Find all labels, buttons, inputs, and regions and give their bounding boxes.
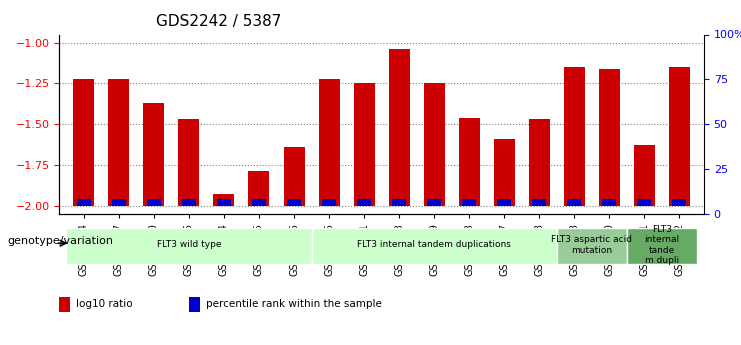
Bar <box>143 103 165 206</box>
Bar <box>497 199 511 206</box>
Text: log10 ratio: log10 ratio <box>76 299 133 309</box>
Text: GDS2242 / 5387: GDS2242 / 5387 <box>156 14 282 29</box>
Bar <box>147 199 161 206</box>
Bar <box>59 297 70 312</box>
Bar <box>568 199 582 206</box>
Bar <box>322 199 336 206</box>
Bar <box>427 199 441 206</box>
Bar <box>353 83 375 206</box>
Bar <box>319 79 339 206</box>
Text: FLT3 wild type: FLT3 wild type <box>156 240 221 249</box>
Bar <box>73 79 94 206</box>
Bar <box>602 199 617 206</box>
Bar <box>672 199 686 206</box>
Bar <box>564 67 585 206</box>
Bar <box>529 119 550 206</box>
Bar <box>392 199 406 206</box>
Bar <box>252 199 266 206</box>
Bar <box>108 79 130 206</box>
Text: FLT3 internal tandem duplications: FLT3 internal tandem duplications <box>357 240 511 249</box>
Bar <box>189 297 200 312</box>
Text: genotype/variation: genotype/variation <box>7 237 113 246</box>
Bar <box>388 49 410 206</box>
Bar <box>112 199 126 206</box>
Bar <box>634 145 655 206</box>
Bar <box>182 199 196 206</box>
Text: FLT3 aspartic acid
mutation: FLT3 aspartic acid mutation <box>551 235 632 255</box>
Text: FLT3
internal
tande
m dupli: FLT3 internal tande m dupli <box>645 225 679 265</box>
Bar <box>213 194 234 206</box>
Bar <box>669 67 690 206</box>
Bar <box>494 139 515 206</box>
FancyBboxPatch shape <box>556 228 627 264</box>
Bar <box>77 199 91 206</box>
Bar <box>357 199 371 206</box>
Bar <box>599 69 620 206</box>
Bar <box>637 199 651 206</box>
Text: percentile rank within the sample: percentile rank within the sample <box>205 299 382 309</box>
Bar <box>459 118 479 206</box>
Bar <box>287 199 301 206</box>
Bar <box>532 199 546 206</box>
Bar <box>248 171 270 206</box>
FancyBboxPatch shape <box>66 228 311 264</box>
Bar <box>217 199 231 206</box>
FancyBboxPatch shape <box>311 228 556 264</box>
Bar <box>284 147 305 206</box>
Bar <box>179 119 199 206</box>
Bar <box>462 199 476 206</box>
FancyBboxPatch shape <box>627 228 697 264</box>
Bar <box>424 83 445 206</box>
